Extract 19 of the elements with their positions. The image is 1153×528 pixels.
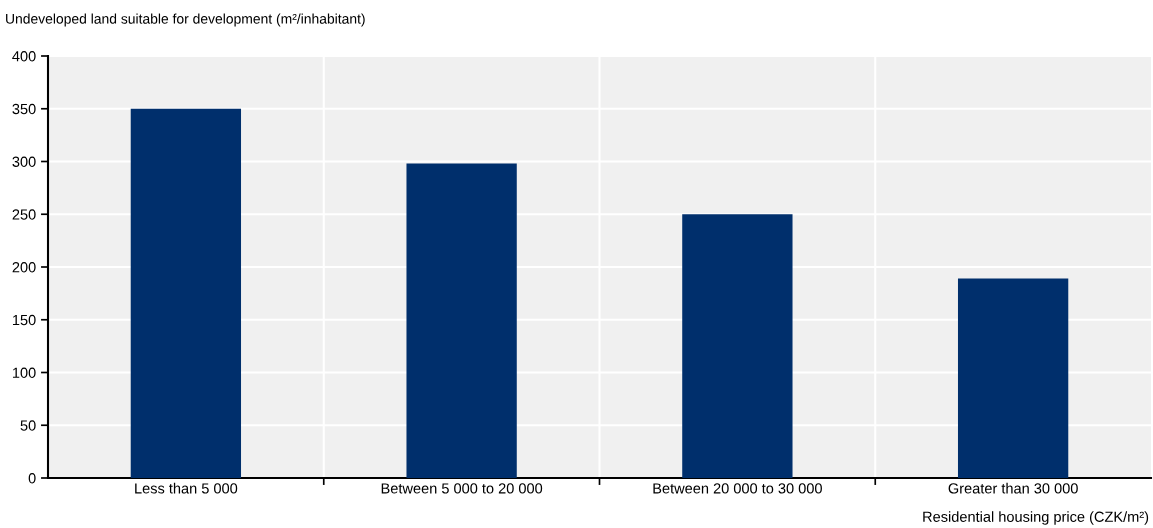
x-axis-title: Residential housing price (CZK/m²) — [923, 511, 1149, 525]
y-tick-label: 150 — [12, 314, 36, 326]
x-tick-label: Greater than 30 000 — [948, 482, 1078, 494]
y-tick-label: 350 — [12, 103, 36, 115]
x-tick-label: Between 5 000 to 20 000 — [381, 483, 543, 494]
y-tick-label: 100 — [12, 367, 36, 378]
y-tick-label: 250 — [12, 209, 36, 220]
x-tick-label: Less than 5 000 — [135, 482, 238, 494]
y-tick-label: 200 — [12, 262, 36, 273]
y-tick-label: 50 — [20, 420, 36, 431]
bar — [406, 163, 517, 478]
y-tick-label: 300 — [12, 156, 36, 167]
x-tick-label: Between 20 000 to 30 000 — [653, 483, 822, 494]
bar — [682, 214, 793, 478]
y-axis-title: Undeveloped land suitable for development (m²/inhabitant) — [6, 13, 365, 27]
y-tick-label: 0 — [28, 473, 36, 484]
bar — [130, 108, 242, 478]
y-tick-label: 400 — [12, 51, 36, 62]
bar — [957, 278, 1069, 478]
